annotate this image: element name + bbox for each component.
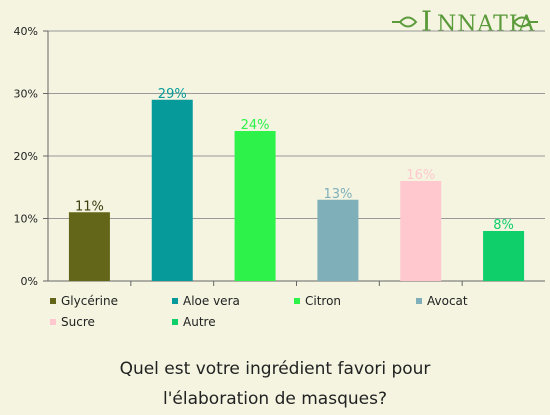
legend-item: Autre — [172, 315, 216, 329]
legend-item: Citron — [294, 294, 341, 308]
data-label: 16% — [406, 168, 435, 183]
data-label: 24% — [241, 118, 270, 133]
legend-label: Avocat — [427, 294, 468, 308]
bar — [234, 131, 276, 281]
data-label: 29% — [158, 87, 187, 102]
y-tick-label: 30% — [14, 88, 38, 101]
y-tick-label: 0% — [21, 275, 38, 288]
chart-question: Quel est votre ingrédient favori pour l'… — [0, 354, 550, 414]
legend-item: Avocat — [416, 294, 468, 308]
legend-swatch — [172, 298, 178, 304]
legend-label: Autre — [183, 315, 216, 329]
bar — [151, 99, 193, 281]
grid — [48, 30, 545, 282]
brand-logo-initial: I — [421, 5, 432, 38]
legend-label: Citron — [305, 294, 341, 308]
legend-item: Aloe vera — [172, 294, 240, 308]
question-line-2: l'élaboration de masques? — [163, 389, 387, 409]
legend-swatch — [50, 298, 56, 304]
leaf-icon — [392, 16, 418, 28]
brand-logo: I NNATIA — [392, 5, 538, 38]
y-tick-label: 40% — [14, 25, 38, 38]
legend-item: Glycérine — [50, 294, 118, 308]
bars — [68, 99, 525, 281]
legend-item: Sucre — [50, 315, 95, 329]
y-tick-label: 10% — [14, 213, 38, 226]
legend-swatch — [416, 298, 422, 304]
y-tick-label: 20% — [14, 150, 38, 163]
data-labels: 11% 29% 24% 13% 16% 8% — [75, 87, 514, 233]
bar — [317, 199, 359, 281]
leaf-icon — [512, 16, 538, 28]
data-label: 13% — [323, 187, 352, 202]
data-label: 11% — [75, 199, 104, 214]
bar — [483, 231, 525, 281]
legend-label: Aloe vera — [183, 294, 240, 308]
axes: 0% 10% 20% 30% 40% — [14, 25, 545, 288]
bar — [68, 212, 110, 281]
legend-swatch — [172, 319, 178, 325]
data-label: 8% — [493, 218, 514, 233]
legend-swatch — [50, 319, 56, 325]
legend: Glycérine Aloe vera Citron Avocat Sucre Autre — [50, 294, 468, 329]
legend-label: Glycérine — [61, 294, 118, 308]
bar — [400, 181, 442, 281]
brand-logo-rest: NNATIA — [437, 12, 536, 37]
question-line-1: Quel est votre ingrédient favori pour — [119, 359, 431, 379]
legend-label: Sucre — [61, 315, 95, 329]
legend-swatch — [294, 298, 300, 304]
